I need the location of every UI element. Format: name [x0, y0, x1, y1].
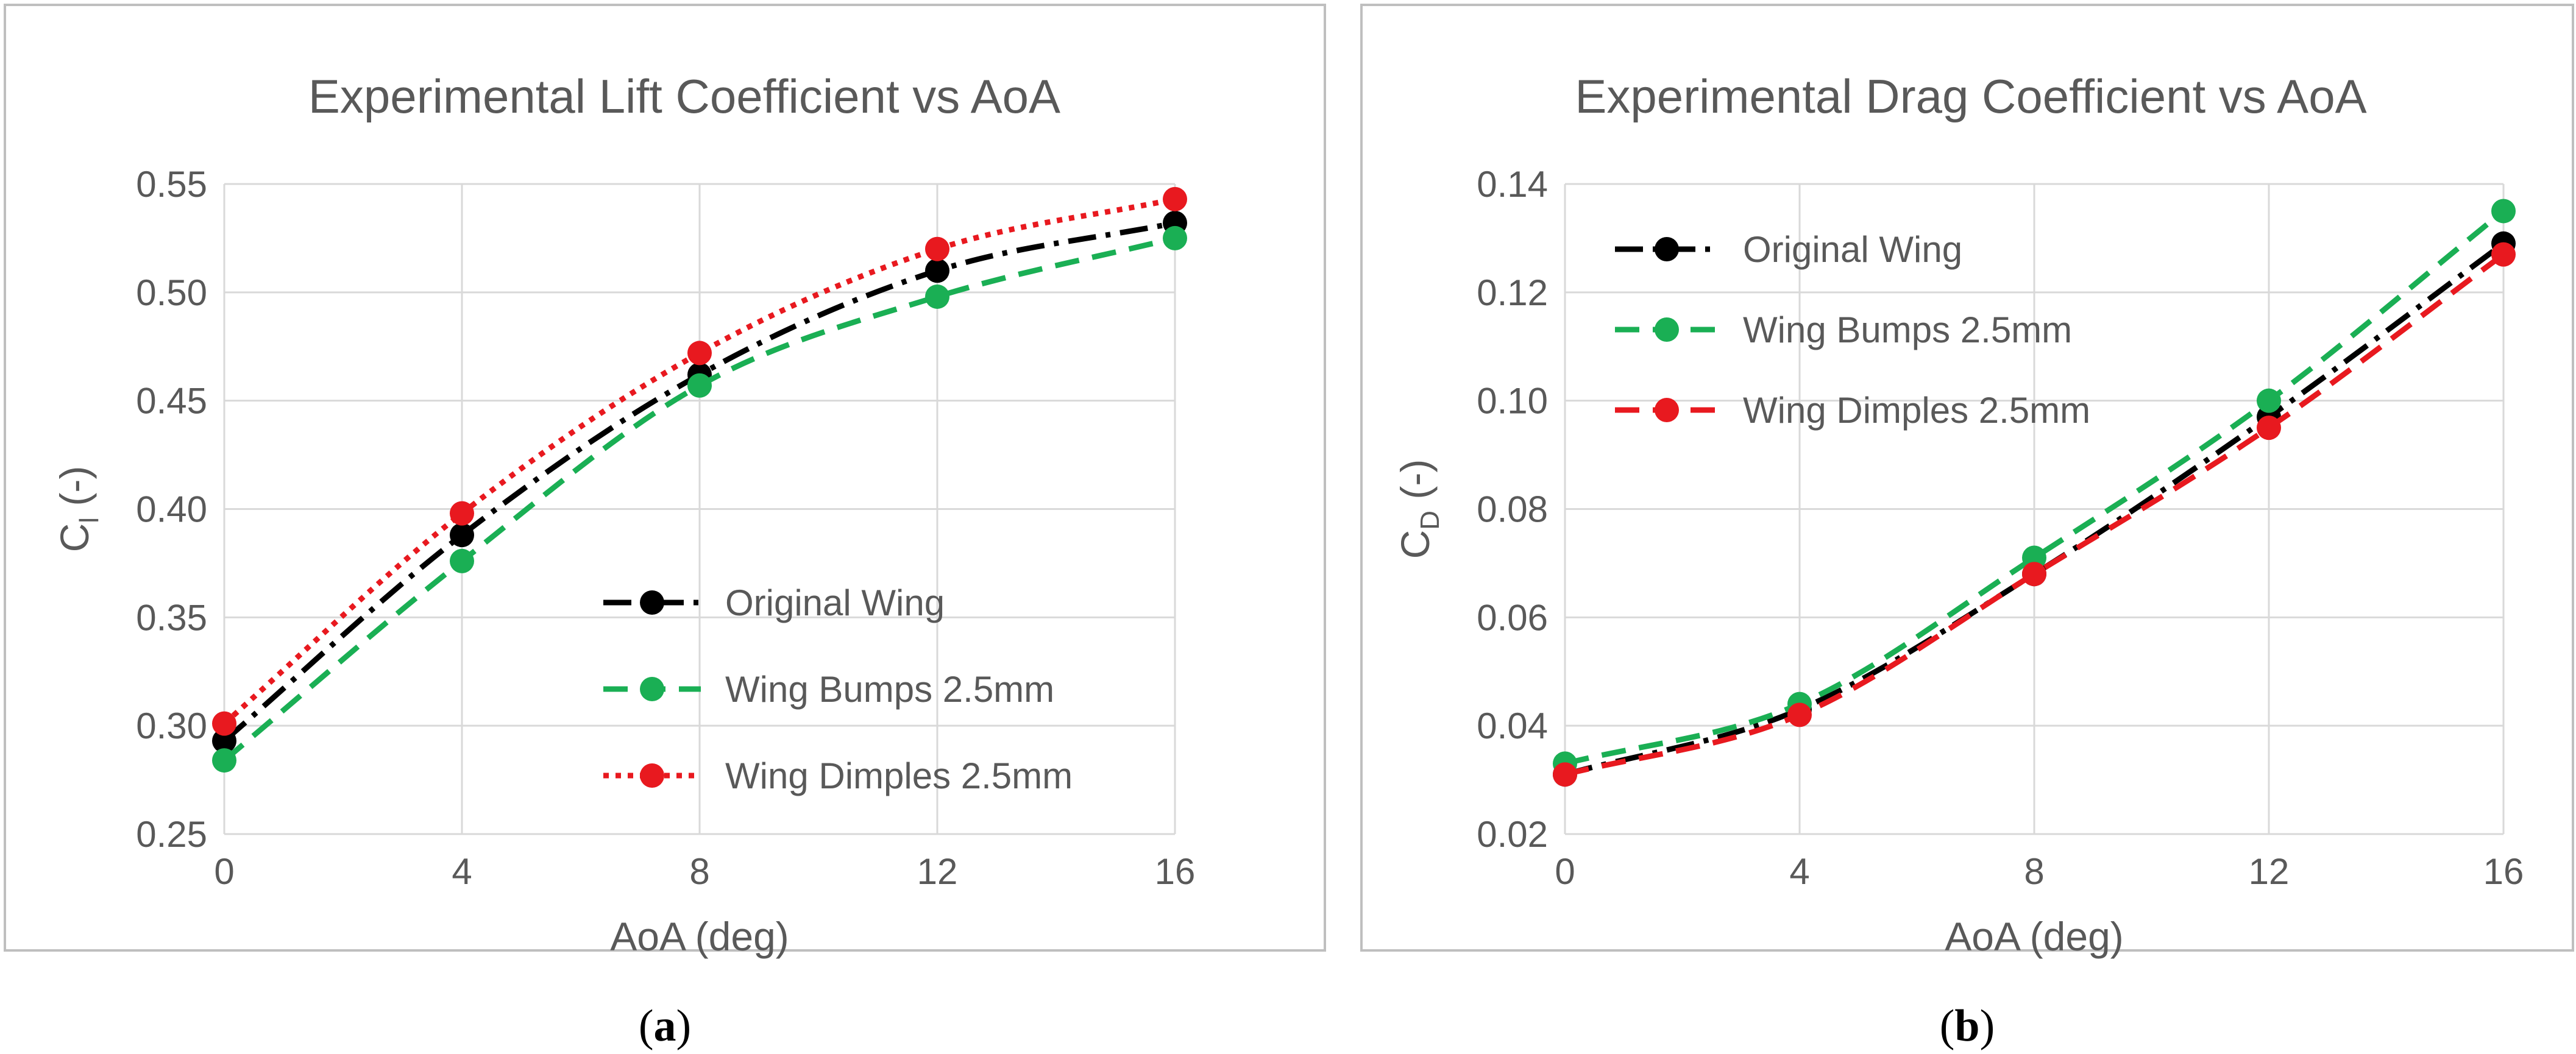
y-axis-title: CD (-)	[1393, 459, 1445, 559]
data-point	[2491, 242, 2516, 267]
legend-marker	[640, 590, 664, 615]
y-tick-label: 0.06	[1477, 597, 1548, 638]
chart-title: Experimental Drag Coefficient vs AoA	[1575, 69, 2366, 123]
legend-label: Original Wing	[725, 582, 945, 623]
series-line	[1564, 241, 2505, 777]
series-line	[222, 235, 1176, 763]
y-tick-label: 0.08	[1477, 489, 1548, 530]
series-line	[1564, 209, 2505, 766]
legend-label: Original Wing	[1743, 229, 1962, 270]
x-axis-title: AoA (deg)	[1945, 914, 2124, 959]
legend-label: Wing Bumps 2.5mm	[725, 669, 1054, 710]
y-tick-label: 0.50	[136, 272, 207, 313]
y-tick-label: 0.04	[1477, 706, 1548, 746]
x-tick-label: 16	[2483, 851, 2524, 892]
legend-marker	[1655, 237, 1679, 261]
data-point	[1553, 762, 1577, 787]
y-tick-label: 0.40	[136, 489, 207, 530]
caption-open: (	[1940, 1001, 1955, 1051]
legend-label: Wing Dimples 2.5mm	[725, 755, 1073, 796]
data-point	[925, 236, 949, 261]
x-tick-label: 8	[2024, 851, 2044, 892]
data-point	[212, 711, 236, 736]
x-tick-label: 0	[1555, 851, 1575, 892]
caption-letter: b	[1954, 1001, 1979, 1051]
y-axis-title-main: C	[1393, 530, 1438, 559]
x-tick-label: 8	[689, 851, 709, 892]
x-tick-label: 16	[1155, 851, 1196, 892]
data-point	[450, 501, 474, 526]
y-tick-label: 0.14	[1477, 164, 1548, 205]
y-axis-title-main: C	[52, 523, 97, 553]
x-tick-label: 4	[452, 851, 472, 892]
data-point	[925, 284, 949, 309]
data-point	[1163, 225, 1187, 250]
figure-caption: (b)	[1940, 1001, 1995, 1051]
y-tick-label: 0.02	[1477, 814, 1548, 855]
y-axis-title-subscript: D	[1415, 511, 1445, 530]
data-point	[2257, 388, 2281, 413]
chart-drag: 0.02 0.04 0.06 0.08 0.10 0.12 0.14 0 4 8 12 16 Exper…	[1360, 4, 2574, 1051]
legend-label: Wing Dimples 2.5mm	[1743, 390, 2090, 431]
y-tick-label: 0.30	[136, 706, 207, 746]
y-axis-title: Cl (-)	[52, 466, 104, 553]
x-tick-label: 12	[2249, 851, 2290, 892]
data-point	[925, 258, 949, 283]
figure-caption: (a)	[639, 1001, 691, 1051]
x-tick-label: 12	[917, 851, 958, 892]
data-point	[1787, 702, 1812, 727]
y-tick-label: 0.12	[1477, 272, 1548, 313]
legend: Original Wing Wing Bumps 2.5mm Wing Dimple…	[1615, 229, 2090, 431]
caption-close: )	[1980, 1001, 1995, 1051]
y-tick-label: 0.45	[136, 381, 207, 422]
legend-marker	[640, 677, 664, 701]
y-axis-title-unit: (-)	[52, 466, 97, 517]
caption-letter: a	[654, 1001, 676, 1051]
legend-label: Wing Bumps 2.5mm	[1743, 309, 2072, 350]
y-tick-label: 0.25	[136, 814, 207, 855]
data-point	[450, 548, 474, 573]
x-axis-title: AoA (deg)	[610, 914, 789, 959]
data-point	[450, 523, 474, 548]
data-point	[212, 748, 236, 773]
data-point	[1163, 186, 1187, 211]
legend-marker	[1655, 398, 1679, 422]
y-axis-title-subscript: l	[74, 517, 104, 523]
chart-frame	[4, 4, 1326, 952]
legend: Original Wing Wing Bumps 2.5mm Wing Dimple…	[603, 582, 1073, 796]
data-point	[2022, 562, 2046, 587]
data-point	[2257, 416, 2281, 440]
legend-marker	[1655, 317, 1679, 342]
caption-close: )	[676, 1001, 692, 1051]
chart-title: Experimental Lift Coefficient vs AoA	[308, 69, 1060, 123]
x-tick-label: 0	[214, 851, 234, 892]
y-tick-label: 0.10	[1477, 381, 1548, 422]
y-axis-title-unit: (-)	[1393, 459, 1438, 511]
y-tick-label: 0.35	[136, 597, 207, 638]
data-point	[2491, 199, 2516, 224]
data-point	[687, 341, 712, 366]
data-point	[687, 373, 712, 398]
y-tick-label: 0.55	[136, 164, 207, 205]
legend-marker	[640, 763, 664, 788]
chart-lift: 0.25 0.30 0.35 0.40 0.45 0.50 0.55 0 4 8 12 16 Exper…	[4, 4, 1326, 1051]
x-tick-label: 4	[1789, 851, 1809, 892]
caption-open: (	[639, 1001, 654, 1051]
chart-frame	[1360, 4, 2574, 952]
data-point	[212, 729, 236, 754]
series-line	[1564, 252, 2505, 777]
